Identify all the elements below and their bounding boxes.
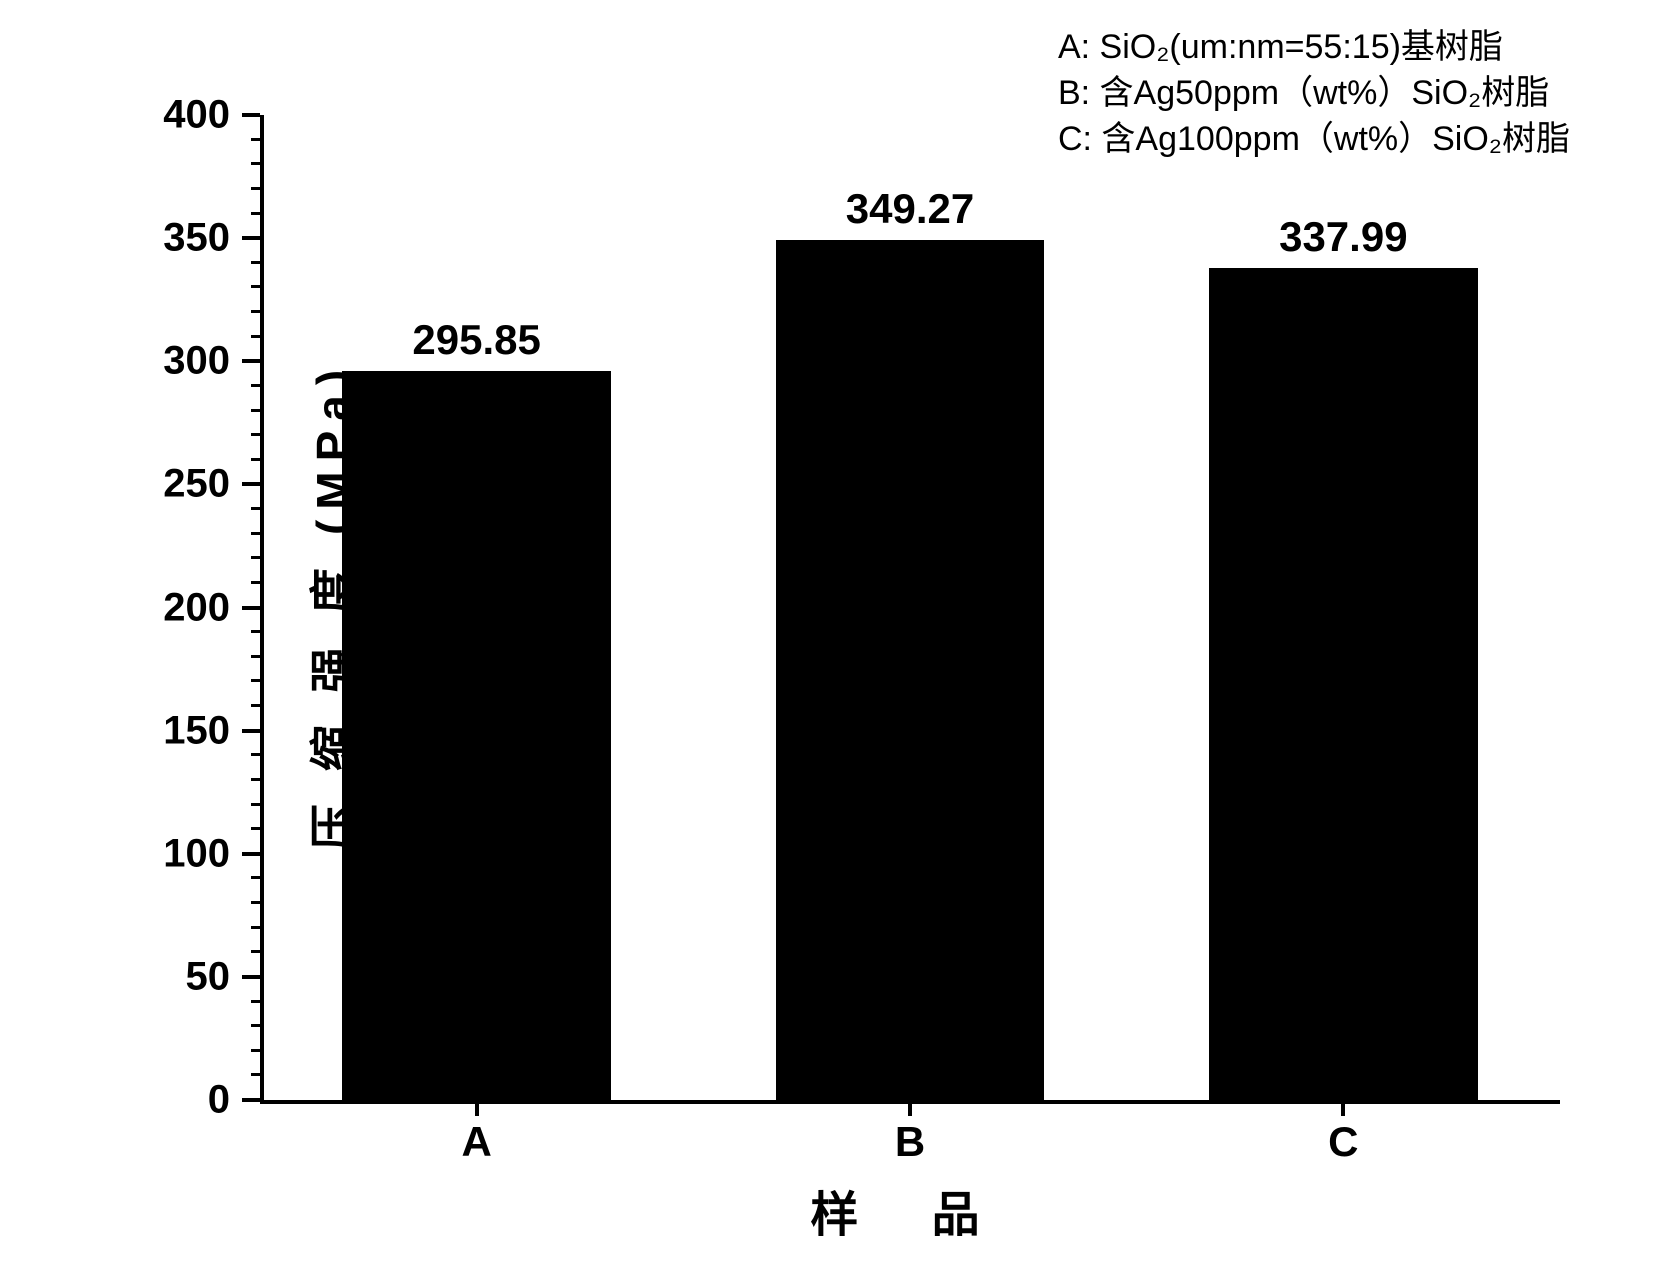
- y-tick-minor: [251, 409, 260, 412]
- y-tick-minor: [251, 384, 260, 387]
- y-tick: [242, 236, 260, 240]
- y-tick-label: 50: [110, 954, 230, 999]
- y-tick-minor: [251, 704, 260, 707]
- y-tick-minor: [251, 655, 260, 658]
- y-tick-minor: [251, 803, 260, 806]
- y-tick-label: 350: [110, 216, 230, 261]
- y-tick: [242, 113, 260, 117]
- y-tick-label: 0: [110, 1078, 230, 1123]
- y-tick-minor: [251, 630, 260, 633]
- bar-value-label: 337.99: [1279, 213, 1407, 261]
- y-tick-minor: [251, 679, 260, 682]
- y-tick-minor: [251, 876, 260, 879]
- y-tick: [242, 1098, 260, 1102]
- x-tick: [1341, 1102, 1345, 1116]
- y-tick-minor: [251, 827, 260, 830]
- bar-b: [776, 240, 1045, 1100]
- y-tick-minor: [251, 778, 260, 781]
- y-tick-minor: [251, 458, 260, 461]
- y-tick-minor: [251, 187, 260, 190]
- y-tick-minor: [251, 926, 260, 929]
- x-tick: [908, 1102, 912, 1116]
- y-tick-minor: [251, 950, 260, 953]
- bar-chart: A: SiO₂(um:nm=55:15)基树脂 B: 含Ag50ppm（wt%）…: [50, 20, 1630, 1250]
- y-tick-minor: [251, 138, 260, 141]
- y-tick: [242, 606, 260, 610]
- y-tick-minor: [251, 212, 260, 215]
- bar-value-label: 295.85: [412, 316, 540, 364]
- y-tick-minor: [251, 507, 260, 510]
- legend-line-a: A: SiO₂(um:nm=55:15)基树脂: [1058, 25, 1570, 71]
- bar-c: [1209, 268, 1478, 1100]
- y-tick: [242, 359, 260, 363]
- y-tick: [242, 975, 260, 979]
- legend-line-b: B: 含Ag50ppm（wt%）SiO₂树脂: [1058, 71, 1570, 117]
- y-tick-minor: [251, 532, 260, 535]
- y-tick-minor: [251, 581, 260, 584]
- y-tick-minor: [251, 335, 260, 338]
- y-tick-label: 100: [110, 831, 230, 876]
- bar-a: [342, 371, 611, 1100]
- x-tick: [475, 1102, 479, 1116]
- y-tick: [242, 729, 260, 733]
- y-tick-minor: [251, 433, 260, 436]
- y-tick-minor: [251, 753, 260, 756]
- y-tick-minor: [251, 261, 260, 264]
- y-tick-minor: [251, 1073, 260, 1076]
- x-axis-label: 样 品: [810, 1175, 1009, 1245]
- y-tick-label: 300: [110, 339, 230, 384]
- y-tick-minor: [251, 310, 260, 313]
- y-tick-minor: [251, 901, 260, 904]
- y-tick-minor: [251, 162, 260, 165]
- y-tick-label: 150: [110, 708, 230, 753]
- y-tick-minor: [251, 285, 260, 288]
- y-tick-label: 250: [110, 462, 230, 507]
- x-tick-label: A: [461, 1118, 491, 1166]
- y-tick-minor: [251, 556, 260, 559]
- y-tick-minor: [251, 1024, 260, 1027]
- y-tick-label: 400: [110, 93, 230, 138]
- y-tick: [242, 482, 260, 486]
- x-tick-label: C: [1328, 1118, 1358, 1166]
- bar-value-label: 349.27: [846, 185, 974, 233]
- y-tick-label: 200: [110, 585, 230, 630]
- plot-area: [260, 115, 1560, 1100]
- y-tick-minor: [251, 1000, 260, 1003]
- x-tick-label: B: [895, 1118, 925, 1166]
- y-tick-minor: [251, 1049, 260, 1052]
- y-tick: [242, 852, 260, 856]
